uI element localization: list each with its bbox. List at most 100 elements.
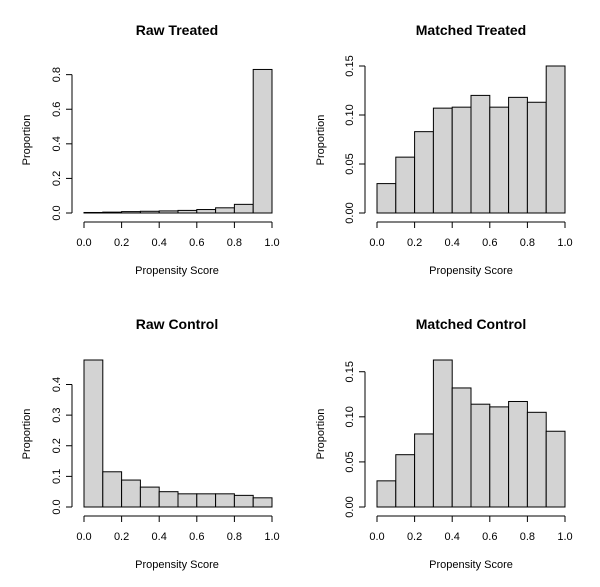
histogram-bar	[414, 433, 434, 508]
x-tick-label: 0.2	[407, 531, 422, 543]
histogram-bar	[395, 454, 416, 508]
y-tick-label: 0.3	[51, 407, 63, 422]
histogram-bar	[451, 106, 472, 214]
histogram-bar	[177, 209, 198, 214]
panel-raw-control: Raw Control Propensity Score Proportion …	[21, 316, 280, 571]
x-axis-label: Propensity Score	[135, 559, 219, 571]
histogram-bar	[252, 497, 273, 508]
x-tick-label: 0.6	[189, 531, 204, 543]
bars	[83, 68, 273, 214]
histogram-bar	[414, 131, 434, 214]
histogram-bar	[508, 400, 528, 508]
axes: 0.0 0.2 0.4 0.6 0.8 1.0 0.0 0.1 0.2 0.3 0.4	[51, 377, 280, 543]
x-tick-label: 0.2	[407, 237, 422, 249]
x-tick-label: 1.0	[557, 237, 572, 249]
y-tick-label: 0.10	[344, 104, 356, 125]
x-tick-label: 0.6	[482, 237, 497, 249]
y-tick-label: 0.00	[344, 202, 356, 223]
histogram-bar	[470, 403, 491, 508]
histogram-bar	[526, 101, 547, 214]
y-axis-label: Proportion	[21, 409, 33, 460]
histogram-bar	[376, 480, 397, 508]
x-tick-label: 0.0	[369, 237, 384, 249]
x-tick-label: 0.2	[114, 237, 129, 249]
histogram-bar	[215, 207, 235, 214]
x-axis-label: Propensity Score	[135, 265, 219, 277]
x-tick-label: 0.2	[114, 531, 129, 543]
x-tick-label: 0.4	[152, 237, 167, 249]
histogram-bar	[177, 493, 198, 508]
x-tick-label: 0.8	[227, 237, 242, 249]
panel-title: Raw Control	[136, 316, 218, 332]
histogram-bar	[470, 94, 491, 214]
histogram-bar	[121, 479, 141, 508]
panel-matched-control: Matched Control Propensity Score Proport…	[315, 316, 573, 571]
y-tick-label: 0.10	[344, 406, 356, 427]
histogram-bar	[158, 491, 179, 508]
y-tick-label: 0.2	[51, 171, 63, 186]
histogram-bar	[83, 211, 104, 214]
histogram-bar	[215, 493, 235, 508]
y-tick-label: 0.2	[51, 438, 63, 453]
histogram-bar	[545, 430, 566, 508]
histogram-bar	[395, 156, 416, 214]
y-tick-label: 0.0	[51, 499, 63, 514]
histogram-bar	[432, 359, 453, 508]
histogram-bar	[139, 210, 160, 214]
x-tick-label: 0.4	[445, 237, 460, 249]
y-tick-label: 0.8	[51, 67, 63, 82]
x-tick-label: 0.6	[482, 531, 497, 543]
y-tick-label: 0.1	[51, 469, 63, 484]
histogram-bar	[489, 406, 510, 508]
x-tick-label: 0.4	[152, 531, 167, 543]
y-tick-label: 0.15	[344, 55, 356, 76]
histogram-bar	[233, 203, 254, 214]
x-tick-label: 0.4	[445, 531, 460, 543]
x-axis-label: Propensity Score	[429, 265, 513, 277]
y-tick-label: 0.0	[51, 205, 63, 220]
y-tick-label: 0.00	[344, 496, 356, 517]
x-tick-label: 1.0	[557, 531, 572, 543]
x-tick-label: 1.0	[264, 531, 279, 543]
histogram-bar	[233, 494, 254, 508]
histogram-bar	[432, 107, 453, 214]
bars	[376, 359, 566, 508]
histogram-bar	[252, 68, 273, 214]
panel-raw-treated: Raw Treated Propensity Score Proportion …	[21, 22, 280, 277]
y-tick-label: 0.05	[344, 451, 356, 472]
axes: 0.0 0.2 0.4 0.6 0.8 1.0 0.00 0.05 0.10 0.15	[344, 55, 573, 249]
histogram-bar	[83, 359, 104, 508]
histogram-bar	[139, 486, 160, 508]
y-axis-label: Proportion	[21, 115, 33, 166]
x-tick-label: 1.0	[264, 237, 279, 249]
y-tick-label: 0.6	[51, 102, 63, 117]
bars	[83, 359, 273, 508]
histogram-bar	[196, 493, 217, 508]
axes: 0.0 0.2 0.4 0.6 0.8 1.0 0.00 0.05 0.10 0.15	[344, 361, 573, 543]
y-tick-label: 0.15	[344, 361, 356, 382]
panel-matched-treated: Matched Treated Propensity Score Proport…	[315, 22, 573, 277]
histogram-bar	[196, 209, 217, 214]
histogram-bar	[102, 471, 123, 508]
histogram-bar	[376, 183, 397, 214]
histogram-bar	[451, 387, 472, 508]
histogram-bar	[508, 96, 528, 214]
x-tick-label: 0.8	[520, 531, 535, 543]
histogram-bar	[489, 106, 510, 214]
panel-title: Matched Control	[416, 316, 526, 332]
axes: 0.0 0.2 0.4 0.6 0.8 1.0 0.0 0.2 0.4 0.6 0.8	[51, 67, 280, 249]
x-tick-label: 0.6	[189, 237, 204, 249]
x-tick-label: 0.0	[76, 237, 91, 249]
bars	[376, 65, 566, 214]
y-axis-label: Proportion	[315, 115, 327, 166]
histogram-bar	[158, 210, 179, 214]
y-tick-label: 0.4	[51, 377, 63, 392]
histogram-bar	[102, 211, 123, 214]
panel-title: Raw Treated	[136, 22, 218, 38]
histogram-bar	[545, 65, 566, 214]
x-tick-label: 0.8	[227, 531, 242, 543]
y-tick-label: 0.4	[51, 136, 63, 151]
panel-title: Matched Treated	[416, 22, 526, 38]
histogram-bar	[526, 411, 547, 508]
